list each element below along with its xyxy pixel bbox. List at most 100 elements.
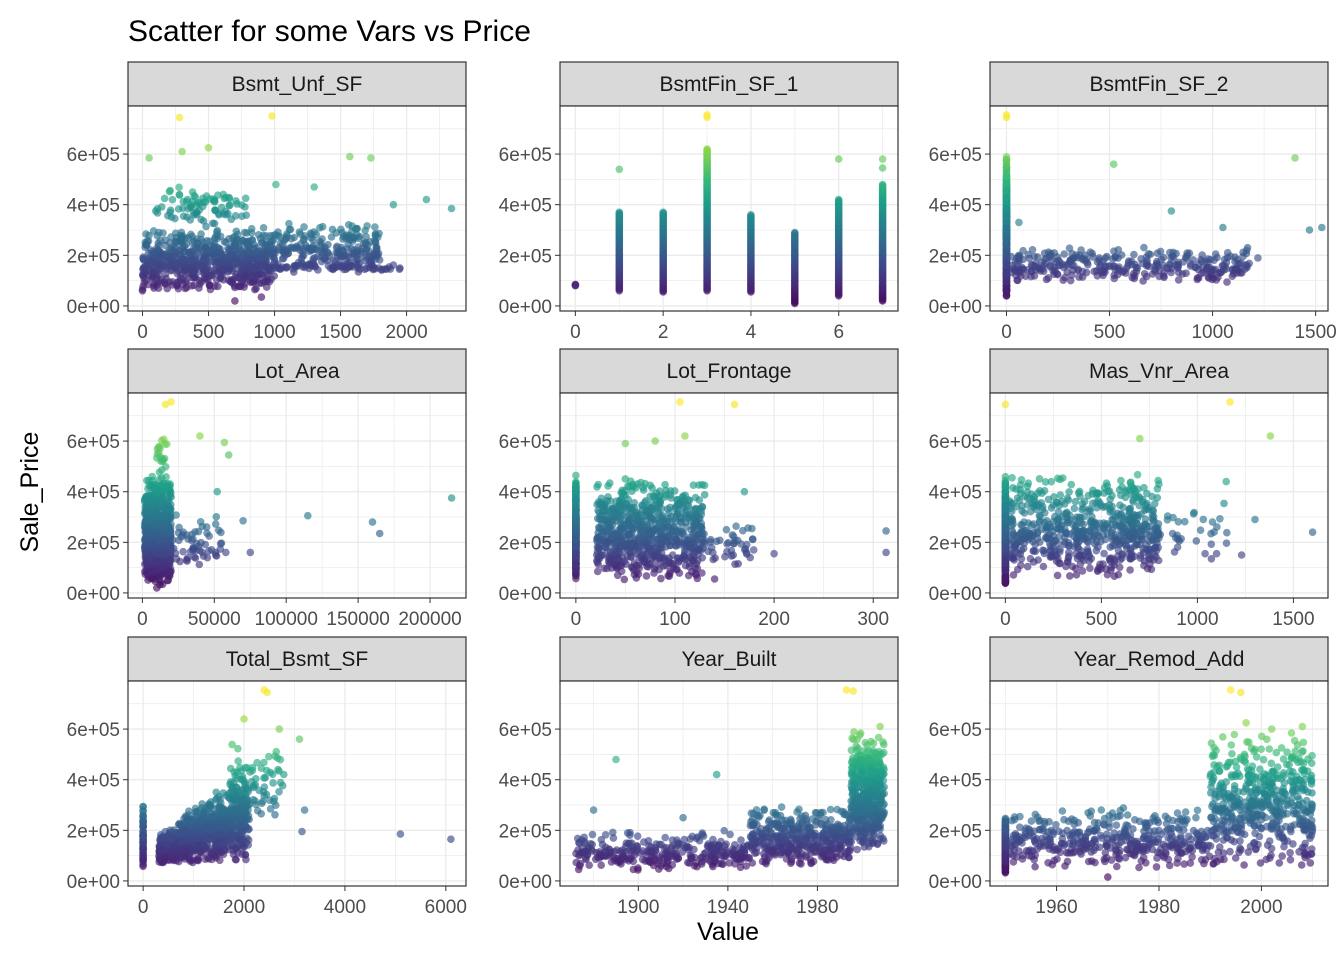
data-point xyxy=(1291,154,1299,162)
data-point xyxy=(1243,243,1252,252)
data-point xyxy=(353,224,362,233)
x-tick-label: 2000 xyxy=(385,322,427,343)
data-point xyxy=(1046,251,1055,259)
data-point xyxy=(180,247,189,255)
facet-strip-label: Lot_Frontage xyxy=(667,360,792,383)
data-point xyxy=(217,528,225,537)
data-point xyxy=(179,547,187,556)
data-point xyxy=(153,584,161,592)
data-point xyxy=(309,236,317,244)
data-point xyxy=(678,493,687,502)
data-point xyxy=(172,555,181,563)
data-point xyxy=(669,524,678,532)
data-point xyxy=(231,297,239,305)
data-point xyxy=(171,252,179,261)
data-point xyxy=(210,267,219,275)
x-tick-label: 2 xyxy=(658,322,669,343)
data-point xyxy=(654,492,662,501)
data-point xyxy=(748,524,756,533)
data-point xyxy=(1183,251,1192,260)
data-point xyxy=(355,232,364,241)
data-point xyxy=(572,483,580,491)
data-point xyxy=(275,264,283,273)
data-points xyxy=(138,112,456,305)
data-point xyxy=(1014,251,1023,260)
data-point xyxy=(152,273,161,282)
data-point xyxy=(1218,262,1227,270)
data-point xyxy=(372,255,380,263)
data-point xyxy=(177,228,186,237)
data-point xyxy=(422,195,431,204)
x-tick-label: 1500 xyxy=(319,322,361,343)
data-point xyxy=(213,487,221,496)
data-point xyxy=(211,250,219,259)
x-tick-label: 1000 xyxy=(1191,322,1233,343)
y-tick-label: 2e+05 xyxy=(499,533,552,554)
data-point xyxy=(882,548,890,557)
data-point xyxy=(192,201,201,209)
data-point xyxy=(834,195,843,204)
data-point xyxy=(162,473,170,481)
data-point xyxy=(1223,278,1231,286)
data-point xyxy=(263,241,271,249)
data-point xyxy=(1186,260,1195,268)
data-point xyxy=(675,500,683,508)
data-point xyxy=(624,531,633,540)
data-point xyxy=(1173,260,1182,269)
data-point xyxy=(1001,472,1010,481)
data-point xyxy=(285,225,294,234)
data-point xyxy=(1002,227,1011,235)
data-point xyxy=(651,437,659,445)
data-point xyxy=(371,223,379,231)
data-point xyxy=(1120,267,1128,275)
data-point xyxy=(681,432,689,440)
data-point xyxy=(630,499,638,507)
data-point xyxy=(181,270,189,279)
data-point xyxy=(175,277,184,286)
data-point xyxy=(634,516,642,525)
data-point xyxy=(1040,261,1048,270)
data-point xyxy=(593,483,601,491)
x-axis: 0 500 1000 1500 2000 xyxy=(137,311,428,343)
data-point xyxy=(770,549,778,558)
data-point xyxy=(175,190,184,199)
data-point xyxy=(1101,254,1110,262)
data-point xyxy=(690,520,698,528)
data-point xyxy=(191,528,199,536)
data-point xyxy=(300,235,309,243)
data-point xyxy=(686,553,694,561)
y-tick-label: 4e+05 xyxy=(499,196,552,217)
data-point xyxy=(330,263,338,272)
data-point xyxy=(272,180,280,189)
data-point xyxy=(232,197,240,205)
data-point xyxy=(244,239,252,247)
data-point xyxy=(212,276,221,284)
data-point xyxy=(246,248,254,256)
data-point xyxy=(1015,269,1023,278)
data-point xyxy=(211,551,220,559)
data-point xyxy=(1075,251,1084,260)
data-point xyxy=(572,511,580,519)
x-tick-label: 150000 xyxy=(326,609,389,630)
data-point xyxy=(368,518,377,526)
data-point xyxy=(683,514,691,522)
data-point xyxy=(447,204,456,213)
data-point xyxy=(256,254,264,263)
data-point xyxy=(651,501,659,510)
data-point xyxy=(259,224,268,232)
data-point xyxy=(684,571,693,580)
data-point xyxy=(274,228,282,236)
data-point xyxy=(624,482,632,490)
data-point xyxy=(299,245,308,254)
data-point xyxy=(1002,111,1011,119)
data-point xyxy=(592,551,601,559)
data-point xyxy=(183,195,192,204)
data-point xyxy=(318,222,327,231)
data-point xyxy=(203,245,211,254)
data-point xyxy=(447,494,456,502)
data-point xyxy=(1025,254,1033,263)
data-point xyxy=(196,432,204,440)
data-point xyxy=(270,272,279,280)
